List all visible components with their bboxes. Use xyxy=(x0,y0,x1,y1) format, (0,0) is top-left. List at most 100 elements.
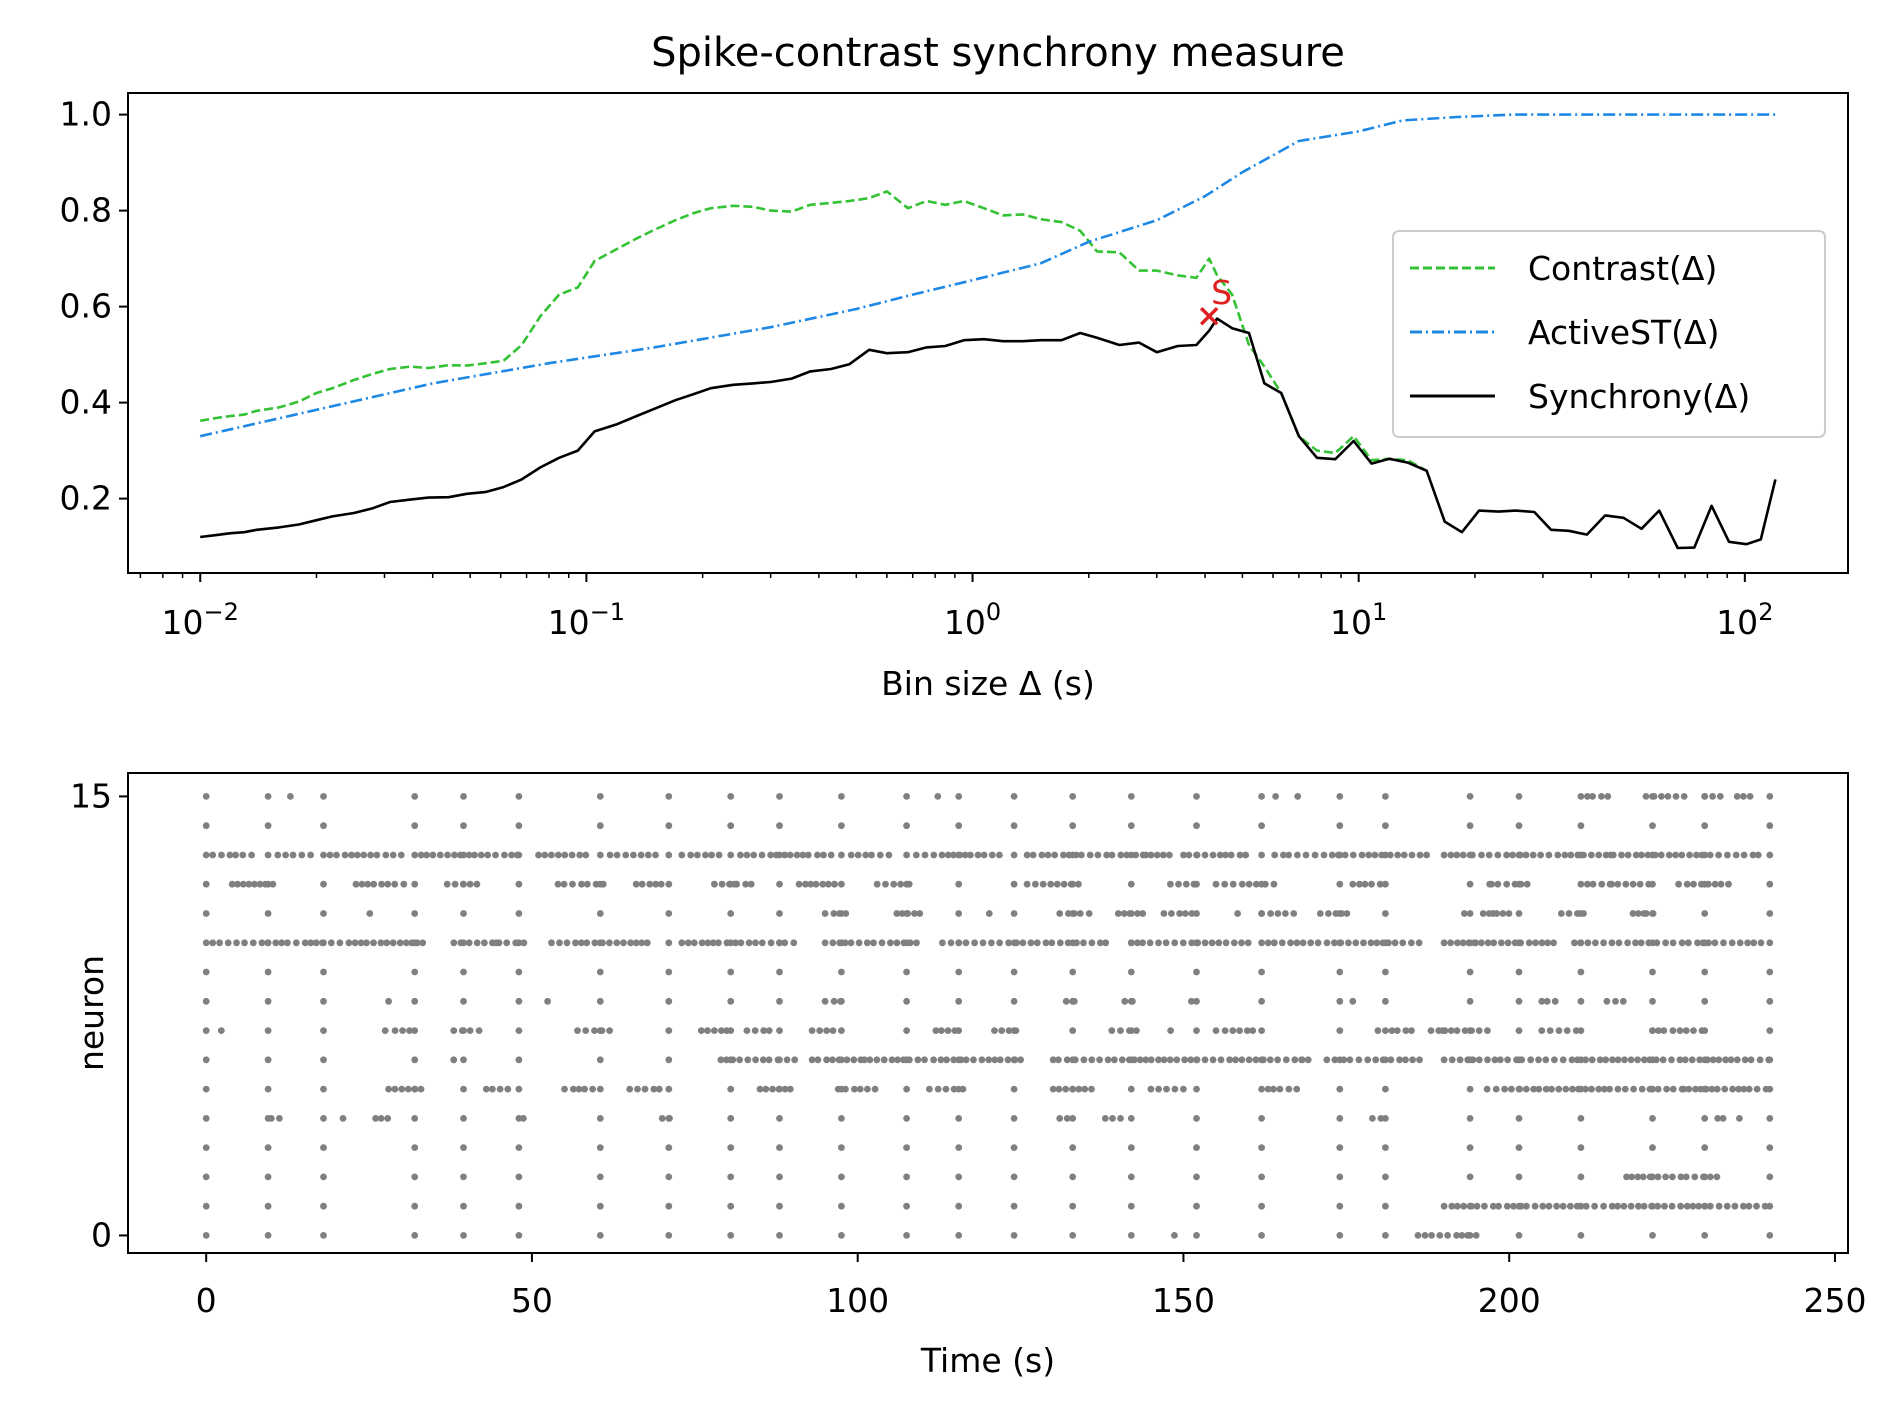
spike-dot xyxy=(950,1056,958,1064)
spike-dot xyxy=(226,851,234,859)
spike-dot xyxy=(1258,1085,1265,1093)
spike-dot xyxy=(1221,880,1229,888)
spike-dot xyxy=(264,997,272,1005)
legend: Contrast(Δ) ActiveST(Δ) Synchrony(Δ) xyxy=(1392,230,1826,438)
spike-dot xyxy=(1749,851,1757,859)
spike-dot xyxy=(1698,1027,1706,1034)
spike-dot xyxy=(1563,1027,1571,1034)
spike-dot xyxy=(1215,939,1223,947)
spike-dot xyxy=(1649,822,1656,830)
spike-dot xyxy=(577,939,585,947)
spike-dot xyxy=(460,1144,467,1151)
spike-dot xyxy=(1227,851,1235,859)
spike-dot xyxy=(1010,1173,1018,1181)
spike-dot xyxy=(1600,1085,1608,1093)
spike-dot xyxy=(581,1085,588,1093)
spike-dot xyxy=(292,939,300,947)
spike-dot xyxy=(1171,939,1179,947)
spike-dot xyxy=(1285,851,1293,859)
spike-dot xyxy=(1280,851,1287,859)
spike-dot xyxy=(1464,1056,1472,1064)
spike-dot xyxy=(1181,1056,1188,1064)
spike-dot xyxy=(256,880,264,888)
spike-dot xyxy=(1494,851,1502,859)
spike-dot xyxy=(903,1085,910,1093)
spike-dot xyxy=(1270,880,1278,888)
spike-dot xyxy=(477,851,485,859)
spike-dot xyxy=(1701,1144,1709,1151)
spike-dot xyxy=(1071,1056,1079,1064)
spike-dot xyxy=(1258,1173,1265,1181)
spike-dot xyxy=(937,1056,945,1064)
spike-dot xyxy=(1069,1202,1077,1210)
spike-dot xyxy=(894,1056,901,1064)
spike-dot xyxy=(1716,793,1724,800)
spike-dot xyxy=(411,1202,419,1210)
spike-dot xyxy=(776,997,783,1005)
spike-dot xyxy=(1127,1232,1135,1239)
spike-dot xyxy=(1551,1056,1558,1064)
spike-dot xyxy=(1550,939,1557,947)
spike-dot xyxy=(831,880,838,888)
spike-dot xyxy=(1495,1202,1502,1210)
spike-dot xyxy=(1649,968,1656,976)
spike-dot xyxy=(1258,1202,1265,1210)
spike-dot xyxy=(1049,1085,1057,1093)
spike-dot xyxy=(444,851,451,859)
spike-dot xyxy=(820,851,827,859)
spike-dot xyxy=(1636,880,1644,888)
spike-dot xyxy=(1686,851,1693,859)
spike-dot xyxy=(1504,939,1512,947)
spike-dot xyxy=(1345,939,1352,947)
spike-dot xyxy=(1539,1202,1547,1210)
spike-dot xyxy=(1216,851,1224,859)
spike-dot xyxy=(727,1173,735,1181)
spike-dot xyxy=(460,1173,467,1181)
spike-dot xyxy=(1685,939,1692,947)
spike-dot xyxy=(1453,1232,1460,1239)
spike-dot xyxy=(411,1027,419,1034)
spike-dot xyxy=(1565,910,1573,917)
spike-dot xyxy=(1127,880,1135,888)
spike-dot xyxy=(504,1085,512,1093)
spike-dot xyxy=(1194,939,1202,947)
spike-dot xyxy=(1371,851,1379,859)
spike-dot xyxy=(282,851,289,859)
spike-dot xyxy=(861,1056,868,1064)
spike-dot xyxy=(980,851,988,859)
spike-dot xyxy=(1711,880,1719,888)
spike-dot xyxy=(1456,1056,1464,1064)
spike-dot xyxy=(890,880,898,888)
spike-dot xyxy=(1104,1056,1112,1064)
spike-dot xyxy=(202,822,210,830)
spike-dot xyxy=(1408,939,1415,947)
spike-dot xyxy=(1573,1202,1581,1210)
spike-dot xyxy=(1600,939,1607,947)
spike-dot xyxy=(1575,1085,1582,1093)
spike-dot xyxy=(1010,1232,1018,1239)
spike-dot xyxy=(1064,939,1072,947)
spike-dot xyxy=(1163,1085,1170,1093)
spike-dot xyxy=(727,910,735,917)
spike-dot xyxy=(626,1085,634,1093)
spike-dot xyxy=(1010,822,1018,830)
spike-dot xyxy=(727,997,735,1005)
spike-dot xyxy=(1133,1027,1140,1034)
spike-dot xyxy=(1543,997,1551,1005)
spike-dot xyxy=(264,1202,272,1210)
spike-dot xyxy=(1559,1202,1567,1210)
spike-dot xyxy=(1069,968,1077,976)
spike-dot xyxy=(382,851,390,859)
spike-dot xyxy=(274,851,282,859)
spike-dot xyxy=(1367,939,1375,947)
spike-dot xyxy=(1627,1056,1635,1064)
spike-dot xyxy=(1459,939,1467,947)
spike-dot xyxy=(1193,1027,1200,1034)
spike-dot xyxy=(1072,851,1080,859)
spike-dot xyxy=(258,939,266,947)
spike-dot xyxy=(1243,1027,1251,1034)
spike-dot xyxy=(772,851,780,859)
spike-dot xyxy=(709,939,717,947)
spike-dot xyxy=(838,793,845,800)
spike-dot xyxy=(1689,1202,1697,1210)
